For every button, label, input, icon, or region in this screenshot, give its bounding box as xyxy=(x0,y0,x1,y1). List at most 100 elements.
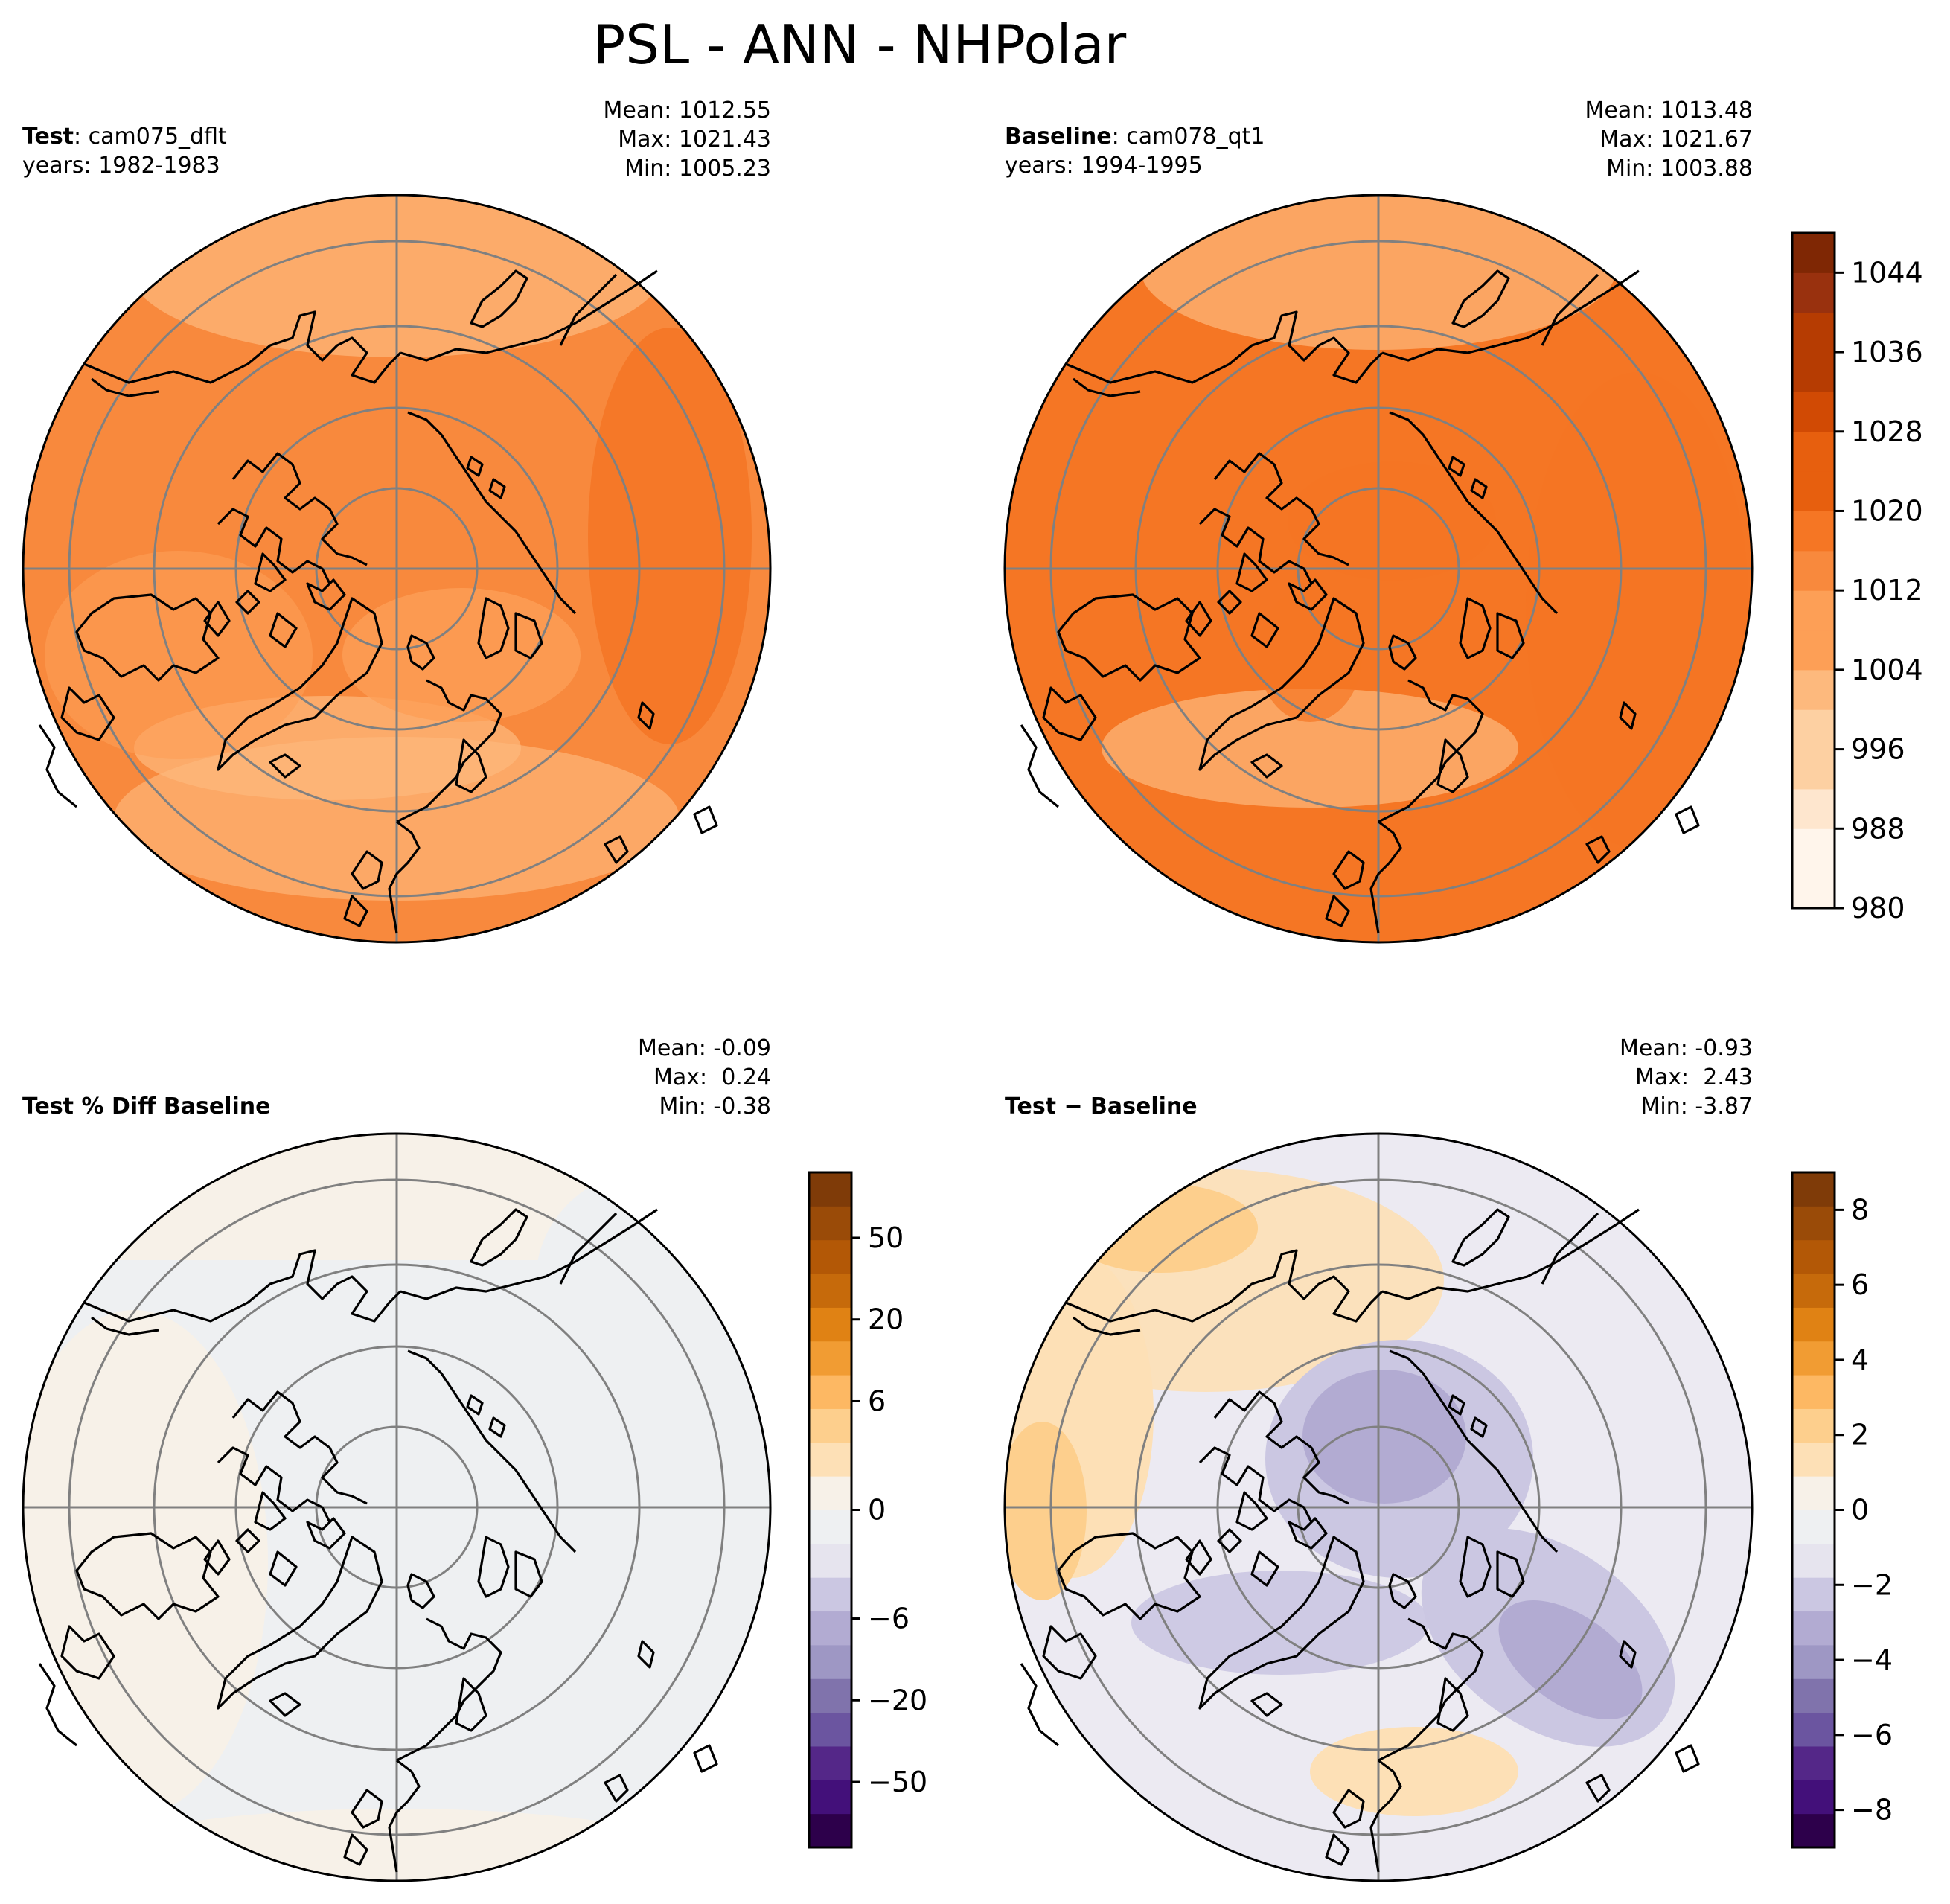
pctdiff-colorbar-tick-label: −50 xyxy=(868,1766,927,1798)
test-years: years: 1982-1983 xyxy=(22,153,220,179)
psl-colorbar-tick-label: 1028 xyxy=(1851,415,1923,448)
psl-colorbar-segment xyxy=(1792,431,1835,472)
diff-colorbar-segment xyxy=(1792,1274,1835,1308)
diff-colorbar-segment xyxy=(1792,1712,1835,1747)
diff-colorbar-segment xyxy=(1792,1577,1835,1612)
diff-colorbar-segment xyxy=(1792,1172,1835,1207)
pctdiff-colorbar-segment xyxy=(809,1307,851,1342)
pctdiff-min: Min: -0.38 xyxy=(659,1093,772,1119)
pctdiff-colorbar-segment xyxy=(809,1442,851,1477)
diff-stats: Mean: -0.93 Max: 2.43 Min: -3.87 xyxy=(1620,1034,1753,1121)
pctdiff-colorbar-segment xyxy=(809,1510,851,1544)
pctdiff-max: Max: 0.24 xyxy=(653,1064,771,1090)
test-max: Max: 1021.43 xyxy=(618,127,771,153)
psl-colorbar-tick-label: 996 xyxy=(1851,733,1905,766)
pctdiff-colorbar-tick-label: 20 xyxy=(868,1303,904,1336)
pctdiff-panel-header: Test % Diff Baseline xyxy=(22,1092,271,1121)
diff-min: Min: -3.87 xyxy=(1640,1093,1754,1119)
psl-colorbar-segment xyxy=(1792,749,1835,790)
psl-colorbar-segment xyxy=(1792,669,1835,710)
baseline-max: Max: 1021.67 xyxy=(1599,127,1753,153)
psl-colorbar-segment xyxy=(1792,828,1835,869)
diff-colorbar-segment xyxy=(1792,1780,1835,1815)
baseline-stats: Mean: 1013.48 Max: 1021.67 Min: 1003.88 xyxy=(1585,96,1753,183)
diff-colorbar-segment xyxy=(1792,1644,1835,1679)
test-min: Min: 1005.23 xyxy=(624,156,771,182)
pctdiff-colorbar-segment xyxy=(809,1375,851,1409)
psl-colorbar-segment xyxy=(1792,788,1835,829)
baseline-panel-header: Baseline: cam078_qt1 years: 1994-1995 xyxy=(1005,122,1265,180)
diff-colorbar-segment xyxy=(1792,1543,1835,1578)
psl-colorbar-tick-label: 980 xyxy=(1851,892,1905,924)
psl-colorbar-segment xyxy=(1792,352,1835,392)
pctdiff-colorbar-segment xyxy=(809,1577,851,1612)
pctdiff-colorbar-segment xyxy=(809,1206,851,1241)
diff-colorbar-segment xyxy=(1792,1408,1835,1443)
pctdiff-label: Test % Diff Baseline xyxy=(22,1093,271,1119)
pctdiff-colorbar-tick-label: 6 xyxy=(868,1384,886,1417)
figure-title: PSL - ANN - NHPolar xyxy=(592,13,1127,76)
pctdiff-colorbar-segment xyxy=(809,1745,851,1780)
diff-colorbar-tick-label: −8 xyxy=(1851,1794,1893,1827)
psl-colorbar-tick-label: 1020 xyxy=(1851,494,1923,527)
diff-colorbar: −8 −6 −4 −2 0 2 4 6 8 xyxy=(1791,1171,1893,1849)
pctdiff-map xyxy=(23,1134,770,1881)
psl-colorbar: 980 988 996 1004 1012 1020 1028 1036 1044 xyxy=(1791,231,1923,924)
test-stats: Mean: 1012.55 Max: 1021.43 Min: 1005.23 xyxy=(604,96,771,183)
diff-colorbar-segment xyxy=(1792,1206,1835,1241)
baseline-label: Baseline xyxy=(1005,124,1112,150)
pctdiff-colorbar-tick-label: −6 xyxy=(868,1603,910,1635)
psl-colorbar-tick-label: 1004 xyxy=(1851,654,1923,686)
baseline-years: years: 1994-1995 xyxy=(1005,153,1203,179)
pctdiff-colorbar-segment xyxy=(809,1543,851,1578)
diff-panel-header: Test − Baseline xyxy=(1005,1092,1198,1121)
psl-colorbar-tick-label: 988 xyxy=(1851,812,1905,845)
pctdiff-mean: Mean: -0.09 xyxy=(637,1035,771,1061)
pctdiff-colorbar: −50 −20 −6 0 6 20 50 xyxy=(808,1171,927,1849)
diff-colorbar-tick-label: 6 xyxy=(1851,1268,1869,1301)
pctdiff-colorbar-segment xyxy=(809,1476,851,1510)
psl-colorbar-segment xyxy=(1792,471,1835,511)
pctdiff-colorbar-segment xyxy=(809,1611,851,1646)
psl-colorbar-segment xyxy=(1792,312,1835,353)
diff-label: Test − Baseline xyxy=(1005,1093,1198,1119)
test-map-boundary xyxy=(22,194,772,944)
test-panel-header: Test: cam075_dflt years: 1982-1983 xyxy=(22,122,227,180)
psl-colorbar-tick-label: 1012 xyxy=(1851,574,1923,607)
psl-colorbar-segment xyxy=(1792,868,1835,909)
diff-colorbar-segment xyxy=(1792,1476,1835,1510)
diff-colorbar-tick-label: 4 xyxy=(1851,1344,1869,1376)
pctdiff-colorbar-segment xyxy=(809,1780,851,1815)
diff-colorbar-tick-label: −2 xyxy=(1851,1568,1893,1601)
psl-colorbar-tick-label: 1044 xyxy=(1851,256,1923,289)
diff-colorbar-segment xyxy=(1792,1341,1835,1376)
psl-colorbar-frame xyxy=(1791,231,1836,910)
pctdiff-colorbar-segment xyxy=(809,1172,851,1207)
psl-colorbar-segment xyxy=(1792,511,1835,552)
diff-colorbar-tick-label: 0 xyxy=(1851,1494,1869,1527)
pctdiff-colorbar-segment xyxy=(809,1341,851,1376)
psl-colorbar-segment xyxy=(1792,392,1835,432)
diff-map-boundary xyxy=(1003,1132,1754,1882)
baseline-min: Min: 1003.88 xyxy=(1606,156,1753,182)
diff-colorbar-segment xyxy=(1792,1239,1835,1274)
diff-colorbar-segment xyxy=(1792,1611,1835,1646)
psl-colorbar-tick-label: 1036 xyxy=(1851,336,1923,368)
pctdiff-stats: Mean: -0.09 Max: 0.24 Min: -0.38 xyxy=(638,1034,771,1121)
diff-colorbar-segment xyxy=(1792,1678,1835,1713)
pctdiff-map-boundary xyxy=(22,1132,772,1882)
baseline-case-name: : cam078_qt1 xyxy=(1111,124,1265,150)
pctdiff-colorbar-segment xyxy=(809,1813,851,1848)
baseline-mean: Mean: 1013.48 xyxy=(1585,98,1753,124)
psl-colorbar-segment xyxy=(1792,550,1835,591)
diff-colorbar-tick-label: −4 xyxy=(1851,1643,1893,1676)
diff-colorbar-tick-label: −6 xyxy=(1851,1719,1893,1751)
psl-colorbar-segment xyxy=(1792,709,1835,750)
pctdiff-colorbar-segment xyxy=(809,1239,851,1274)
test-case-name: : cam075_dflt xyxy=(74,124,227,150)
pctdiff-colorbar-tick-label: 0 xyxy=(868,1494,886,1527)
pctdiff-colorbar-tick-label: −20 xyxy=(868,1684,927,1716)
pctdiff-colorbar-segment xyxy=(809,1644,851,1679)
pctdiff-colorbar-segment xyxy=(809,1274,851,1308)
